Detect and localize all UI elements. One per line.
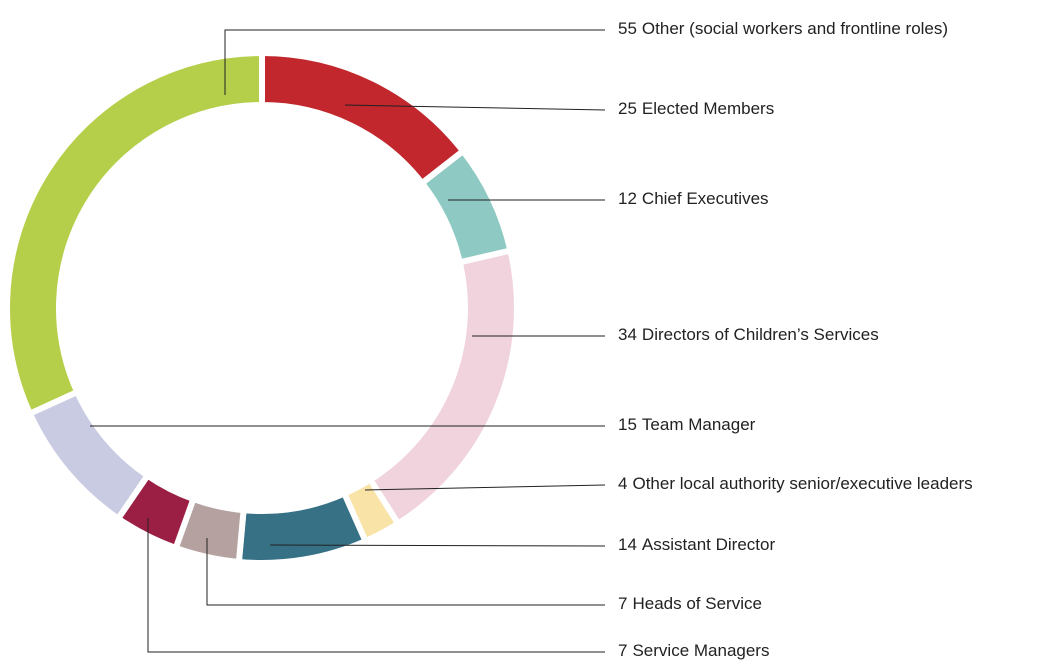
- slice-label: 34 Directors of Children’s Services: [618, 325, 879, 344]
- slice-value: 55: [618, 19, 637, 38]
- slice-value: 14: [618, 535, 637, 554]
- slice-value: 7: [618, 641, 627, 660]
- slice-label: 7 Service Managers: [618, 641, 769, 660]
- slice-label: 55 Other (social workers and frontline ro…: [618, 19, 948, 38]
- slice-label: 25 Elected Members: [618, 99, 774, 118]
- slice-name: Directors of Children’s Services: [642, 325, 879, 344]
- donut-segment: [366, 247, 520, 528]
- slice-name: Other local authority senior/executive l…: [632, 474, 972, 493]
- donut-segment: [235, 489, 370, 566]
- leader-line: [364, 484, 606, 491]
- slice-value: 15: [618, 415, 637, 434]
- slice-label: 12 Chief Executives: [618, 189, 769, 208]
- leader-line: [224, 29, 605, 95]
- slice-name: Elected Members: [642, 99, 774, 118]
- slice-label: 14 Assistant Director: [618, 535, 775, 554]
- donut-segment: [259, 49, 468, 188]
- leader-line: [344, 104, 606, 111]
- slice-name: Chief Executives: [642, 189, 769, 208]
- slice-label: 15 Team Manager: [618, 415, 756, 434]
- donut-segment: [25, 388, 152, 523]
- slice-value: 34: [618, 325, 637, 344]
- slice-label: 7 Heads of Service: [618, 594, 762, 613]
- slice-label: 4 Other local authority senior/executive …: [618, 474, 973, 493]
- slice-value: 4: [618, 474, 627, 493]
- slice-name: Team Manager: [642, 415, 756, 434]
- slice-value: 7: [618, 594, 627, 613]
- leader-line: [206, 538, 605, 606]
- slice-value: 25: [618, 99, 637, 118]
- slice-name: Service Managers: [632, 641, 769, 660]
- slice-name: Assistant Director: [642, 535, 776, 554]
- slice-name: Heads of Service: [632, 594, 761, 613]
- leader-line: [147, 518, 605, 653]
- leader-line: [269, 544, 606, 547]
- slice-name: Other (social workers and frontline role…: [642, 19, 948, 38]
- donut-segment: [4, 49, 265, 418]
- slice-value: 12: [618, 189, 637, 208]
